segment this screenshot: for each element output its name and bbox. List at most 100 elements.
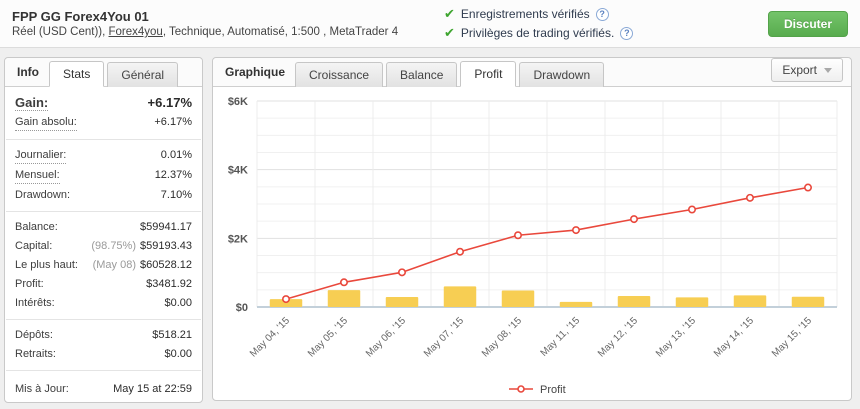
x-tick-label: May 04, '15: [248, 315, 292, 359]
chart-tabbar: Graphique Croissance Balance Profit Draw…: [213, 58, 851, 87]
profit-value: $3481.92: [146, 278, 192, 290]
help-icon[interactable]: ?: [595, 7, 609, 21]
line-point: [803, 183, 812, 192]
equity-label: Capital:: [15, 240, 53, 252]
daily-value: 0.01%: [160, 149, 192, 161]
profit-line: [285, 186, 809, 300]
divider: [6, 211, 201, 212]
monthly-label[interactable]: Mensuel:: [15, 168, 60, 184]
chevron-down-icon: [824, 67, 832, 73]
balance-value: $59941.17: [140, 221, 192, 233]
profit-bar: [733, 295, 767, 307]
gain-label[interactable]: Gain:: [15, 95, 49, 111]
drawdown-value: 7.10%: [160, 189, 192, 201]
line-point: [282, 295, 291, 304]
monthly-value: 12.37%: [154, 169, 192, 181]
stat-group-meta: Mis à Jour: May 15 at 22:59 Suivi: 0: [5, 371, 202, 409]
y-tick-label: $4K: [228, 165, 248, 177]
line-point: [456, 247, 465, 256]
x-tick-label: May 11, '15: [539, 315, 583, 359]
line-point: [687, 205, 696, 214]
x-tick-label: May 06, '15: [364, 315, 408, 359]
x-tick-label: May 07, '15: [422, 315, 466, 359]
stat-row-updated: Mis à Jour: May 15 at 22:59: [5, 377, 202, 402]
y-tick-label: $2K: [228, 233, 248, 245]
profit-label: Profit:: [15, 278, 44, 290]
profit-bar: [675, 297, 709, 307]
stat-row-drawdown: Drawdown: 7.10%: [5, 186, 202, 205]
help-icon[interactable]: ?: [620, 26, 634, 40]
drawdown-label: Drawdown:: [15, 189, 71, 201]
line-point: [571, 226, 580, 235]
profit-bar: [501, 290, 535, 307]
account-subtitle-prefix: Réel (USD Cent)),: [12, 26, 109, 38]
equity-percent: (98.75%): [91, 240, 136, 252]
withdrawals-label: Retraits:: [15, 348, 56, 360]
tab-balance[interactable]: Balance: [386, 62, 458, 87]
discuss-button[interactable]: Discuter: [767, 10, 848, 37]
profit-bar: [327, 290, 361, 307]
sidebar-tabbar: Info Stats Général: [5, 58, 202, 87]
equity-value: (98.75%) $59193.43: [91, 240, 192, 252]
profit-bar: [791, 296, 825, 307]
highest-label: Le plus haut:: [15, 259, 78, 271]
x-tick-label: May 15, '15: [770, 315, 814, 359]
profit-bar: [443, 286, 477, 307]
profit-chart-svg: $0 $2K $4K $6K May 04, '15 May 05, '15 May 06,…: [228, 96, 838, 396]
balance-label: Balance:: [15, 221, 58, 233]
export-label: Export: [782, 63, 817, 77]
chart-panel: Graphique Croissance Balance Profit Draw…: [212, 57, 852, 401]
line-point: [340, 278, 349, 287]
account-subtitle-suffix: , Technique, Automatisé, 1:500 , MetaTra…: [162, 26, 399, 38]
legend-label[interactable]: Profit: [540, 384, 566, 396]
checkmark-icon: ✔: [444, 6, 455, 21]
y-tick-label: $6K: [228, 96, 248, 108]
interest-label: Intérêts:: [15, 297, 55, 309]
highest-value: (May 08) $60528.12: [92, 259, 192, 271]
gain-absolute-label[interactable]: Gain absolu:: [15, 115, 77, 131]
divider: [6, 319, 201, 320]
stat-row-withdrawals: Retraits: $0.00: [5, 345, 202, 364]
verification-list: ✔ Enregistrements vérifiés ? ✔ Privilège…: [444, 6, 768, 41]
export-button[interactable]: Export: [771, 58, 843, 82]
x-tick-label: May 13, '15: [654, 315, 698, 359]
tab-general[interactable]: Général: [107, 62, 179, 87]
tab-croissance[interactable]: Croissance: [295, 62, 384, 87]
divider: [6, 370, 201, 371]
gain-value: +6.17%: [147, 95, 192, 110]
stat-row-balance: Balance: $59941.17: [5, 218, 202, 237]
x-tick-label: May 14, '15: [712, 315, 756, 359]
broker-link[interactable]: Forex4you: [108, 26, 163, 38]
stat-row-tracking: Suivi: 0: [5, 402, 202, 409]
highest-date: (May 08): [92, 259, 136, 271]
withdrawals-value: $0.00: [164, 348, 192, 360]
stat-row-deposits: Dépôts: $518.21: [5, 326, 202, 345]
tab-stats[interactable]: Stats: [49, 61, 105, 87]
stat-row-gain-absolute: Gain absolu: +6.17%: [5, 113, 202, 133]
account-info: FPP GG Forex4You 01 Réel (USD Cent)), Fo…: [12, 9, 444, 38]
verification-row: ✔ Privilèges de trading vérifiés. ?: [444, 25, 768, 41]
stat-row-highest: Le plus haut: (May 08) $60528.12: [5, 256, 202, 275]
line-point: [513, 231, 522, 240]
line-point: [398, 268, 407, 277]
account-subtitle: Réel (USD Cent)), Forex4you, Technique, …: [12, 26, 444, 38]
profit-bar: [385, 297, 419, 307]
y-tick-label: $0: [236, 302, 248, 314]
interest-value: $0.00: [164, 297, 192, 309]
verification-row: ✔ Enregistrements vérifiés ?: [444, 6, 768, 22]
x-tick-label: May 08, '15: [480, 315, 524, 359]
tab-drawdown[interactable]: Drawdown: [519, 62, 605, 87]
stat-row-monthly: Mensuel: 12.37%: [5, 166, 202, 186]
stat-group-balance: Balance: $59941.17 Capital: (98.75%) $591…: [5, 212, 202, 319]
stat-group-gain: Gain: +6.17% Gain absolu: +6.17%: [5, 87, 202, 139]
stat-group-rates: Journalier: 0.01% Mensuel: 12.37% Drawdo…: [5, 140, 202, 211]
sidebar-title: Info: [17, 65, 39, 79]
tab-profit[interactable]: Profit: [460, 61, 517, 87]
page-header: FPP GG Forex4You 01 Réel (USD Cent)), Fo…: [0, 0, 860, 48]
daily-label[interactable]: Journalier:: [15, 148, 67, 164]
profit-chart: $0 $2K $4K $6K May 04, '15 May 05, '15 May 06,…: [213, 87, 851, 407]
deposits-label: Dépôts:: [15, 329, 53, 341]
stat-group-deposits: Dépôts: $518.21 Retraits: $0.00: [5, 320, 202, 370]
chart-panel-title: Graphique: [225, 65, 286, 79]
account-title: FPP GG Forex4You 01: [12, 9, 149, 24]
